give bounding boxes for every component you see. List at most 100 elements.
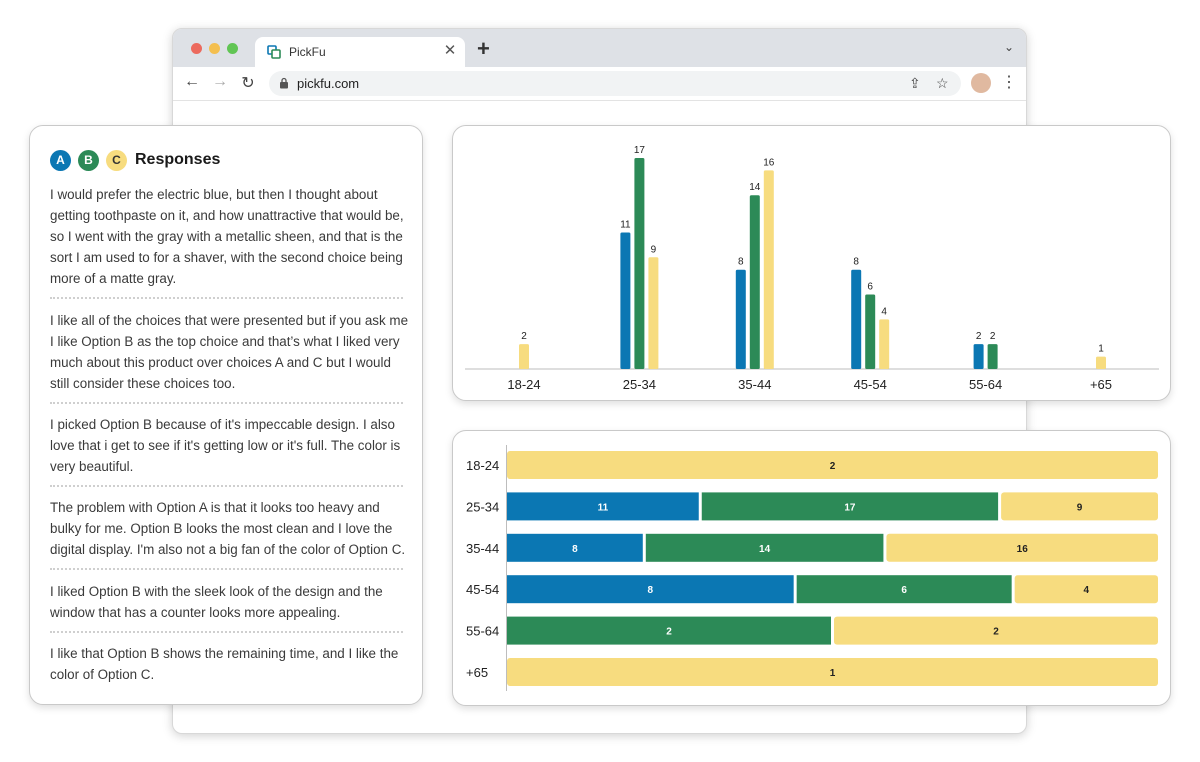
option-a-badge: A (50, 150, 71, 171)
bar-segment (507, 658, 1158, 686)
bar-value-label: 6 (867, 282, 873, 293)
bar (865, 294, 876, 369)
bar-segment-label: 9 (1077, 502, 1083, 513)
grouped-bar-chart-card: 2 18-24 11 17 9 25-34 8 14 16 35-44 8 6 4 45-54 2 2 55-6… (452, 125, 1171, 401)
pickfu-favicon-icon (267, 45, 281, 59)
bar-segment-label: 6 (901, 585, 907, 596)
bar-value-label: 2 (990, 331, 996, 342)
close-window-button[interactable] (191, 43, 202, 54)
bar-segment-label: 2 (993, 627, 999, 638)
bar-value-label: 16 (763, 157, 775, 168)
y-tick-label: 45-54 (466, 582, 499, 597)
bar (648, 257, 659, 369)
forward-arrow-icon[interactable]: → (212, 73, 228, 90)
bar-segment (1001, 492, 1158, 521)
response-text: I like that Option B shows the remaining… (50, 646, 399, 682)
response-text: I picked Option B because of it's impecc… (50, 417, 401, 474)
bar (1096, 356, 1106, 369)
bar (763, 170, 774, 369)
y-tick-label: 55-64 (466, 624, 499, 639)
share-icon[interactable]: ⇪ (909, 75, 921, 91)
response-text: I would prefer the electric blue, but th… (50, 187, 404, 286)
bar-segment (507, 533, 643, 562)
bar-segment (507, 575, 794, 604)
response-text: I like all of the choices that were pres… (50, 313, 409, 391)
bar (634, 158, 645, 369)
x-tick-label: +65 (1090, 377, 1112, 392)
bar (519, 344, 529, 369)
bar-segment-label: 2 (666, 627, 672, 638)
option-c-badge: C (106, 150, 127, 171)
bar (851, 269, 862, 369)
bar-value-label: 1 (1098, 344, 1104, 355)
close-tab-icon[interactable]: ✕ (443, 42, 457, 59)
x-tick-label: 55-64 (969, 377, 1002, 392)
stacked-bar-chart: 18-24 2 25-34 11 17 9 35-44 8 14 16 45-54 8 6 4 55-64 2… (466, 445, 1158, 691)
bar (620, 232, 631, 369)
bar-segment (701, 492, 999, 521)
response-divider (50, 402, 403, 404)
reload-icon[interactable]: ↻ (241, 75, 255, 92)
tab-pickfu[interactable]: PickFu ✕ (255, 37, 465, 67)
bookmark-star-icon[interactable]: ☆ (936, 75, 949, 91)
bar-segment-label: 4 (1084, 585, 1090, 596)
x-tick-label: 35-44 (738, 377, 771, 392)
y-tick-label: 25-34 (466, 499, 499, 514)
address-bar[interactable]: pickfu.com ⇪ ☆ (269, 71, 961, 96)
tab-strip: PickFu ✕ + ⌄ (173, 29, 1026, 67)
bar-segment-label: 2 (830, 461, 836, 472)
bar-segment (886, 533, 1158, 562)
bar (735, 269, 746, 369)
bar-segment-label: 14 (759, 544, 771, 555)
bar-segment-label: 8 (572, 544, 578, 555)
avatar[interactable] (971, 73, 991, 93)
bar-value-label: 2 (521, 331, 527, 342)
bar-value-label: 14 (749, 182, 761, 193)
bar-segment-label: 11 (598, 502, 609, 513)
response-divider (50, 631, 403, 633)
responses-title: Responses (135, 151, 221, 168)
y-tick-label: 35-44 (466, 541, 499, 556)
tab-title: PickFu (289, 45, 326, 59)
x-tick-label: 18-24 (507, 377, 540, 392)
bar-segment (507, 492, 699, 521)
url-text: pickfu.com (297, 76, 360, 91)
response-divider (50, 568, 403, 570)
bar-segment-label: 16 (1017, 544, 1029, 555)
bar-value-label: 2 (976, 331, 982, 342)
bar-segment (796, 575, 1012, 604)
bar-value-label: 8 (853, 257, 859, 268)
bar-segment (1014, 575, 1158, 604)
responses-card: A B C Responses I would prefer the elect… (29, 125, 423, 705)
bar-segment-label: 1 (830, 668, 836, 679)
bar (879, 319, 890, 369)
bar (749, 195, 760, 369)
minimize-window-button[interactable] (209, 43, 220, 54)
bar-value-label: 11 (620, 219, 631, 230)
bar-segment (507, 451, 1158, 479)
new-tab-icon[interactable]: + (477, 36, 490, 61)
bar-segment (645, 533, 884, 562)
response-text: The problem with Option A is that it loo… (50, 500, 406, 557)
y-tick-label: 18-24 (466, 458, 499, 473)
bar-value-label: 9 (651, 244, 657, 255)
y-tick-label: +65 (466, 665, 488, 680)
browser-menu-icon[interactable]: ⋮ (1001, 74, 1017, 91)
chevron-down-icon[interactable]: ⌄ (1003, 40, 1014, 54)
stacked-bar-chart-card: 18-24 2 25-34 11 17 9 35-44 8 14 16 45-54 8 6 4 55-64 2… (452, 430, 1171, 706)
bar (987, 344, 998, 369)
response-text: I liked Option B with the sleek look of … (50, 584, 383, 620)
bar-segment (507, 616, 831, 645)
maximize-window-button[interactable] (227, 43, 238, 54)
bar-value-label: 17 (634, 145, 646, 156)
back-arrow-icon[interactable]: ← (184, 73, 200, 90)
bar-value-label: 8 (738, 257, 744, 268)
response-divider (50, 297, 403, 299)
bar (973, 344, 984, 369)
x-tick-label: 25-34 (623, 377, 656, 392)
bar-segment-label: 17 (844, 502, 856, 513)
response-divider (50, 485, 403, 487)
bar-segment (834, 616, 1158, 645)
bar-segment-label: 8 (648, 585, 654, 596)
